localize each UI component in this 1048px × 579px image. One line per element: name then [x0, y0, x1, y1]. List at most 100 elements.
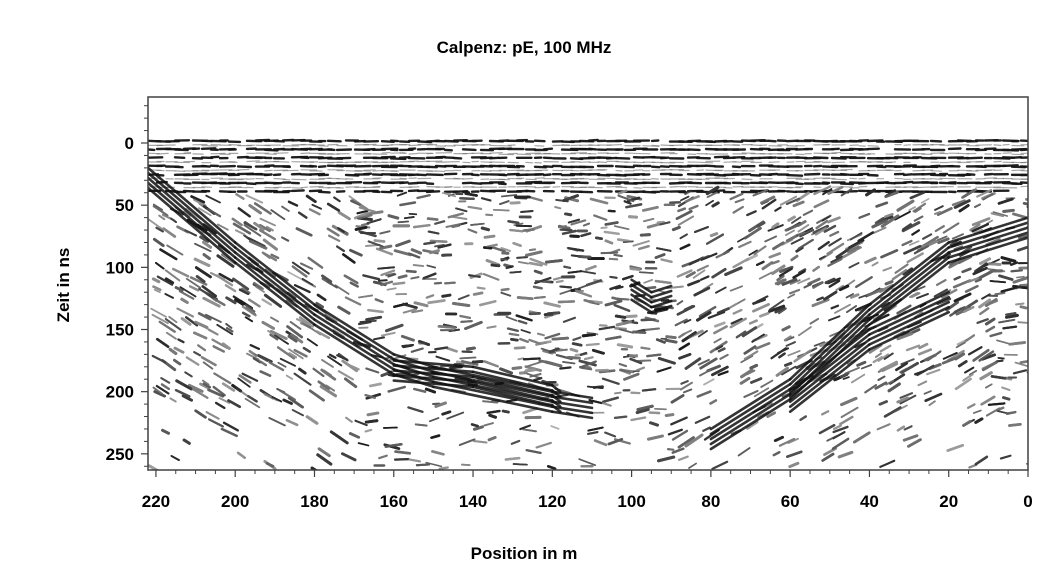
signal-stroke [225, 323, 233, 329]
signal-stroke [528, 338, 542, 345]
signal-stroke [732, 205, 744, 214]
signal-stroke [350, 199, 361, 206]
signal-stroke [965, 334, 976, 342]
signal-stroke [767, 139, 777, 143]
signal-stroke [208, 328, 219, 336]
signal-stroke [392, 369, 475, 379]
signal-stroke [505, 315, 518, 322]
signal-stroke [546, 311, 561, 316]
signal-stroke [750, 144, 762, 146]
signal-stroke [533, 139, 546, 143]
signal-stroke [252, 357, 262, 364]
signal-stroke [357, 320, 372, 326]
signal-stroke [650, 165, 661, 169]
signal-stroke [935, 279, 947, 286]
signal-stroke [378, 454, 388, 460]
signal-stroke [497, 173, 508, 177]
signal-stroke [187, 383, 204, 393]
signal-stroke [586, 385, 604, 390]
signal-stroke [392, 379, 475, 389]
signal-stroke [509, 270, 522, 274]
signal-stroke [696, 311, 712, 322]
signal-stroke [613, 253, 623, 258]
signal-stroke [778, 352, 786, 359]
signal-stroke [840, 406, 859, 419]
signal-stroke [981, 360, 998, 372]
signal-stroke [461, 360, 479, 366]
signal-stroke [1010, 261, 1019, 266]
signal-stroke [839, 415, 854, 426]
signal-stroke [709, 397, 792, 451]
signal-stroke [327, 234, 341, 242]
signal-stroke [1000, 256, 1017, 263]
signal-stroke [435, 170, 446, 173]
signal-stroke [1002, 396, 1011, 401]
signal-stroke [483, 234, 496, 239]
signal-stroke [936, 297, 952, 306]
signal-stroke [929, 164, 941, 168]
signal-stroke [582, 222, 591, 227]
signal-stroke [362, 274, 381, 281]
signal-stroke [354, 226, 368, 231]
signal-stroke [617, 194, 635, 203]
signal-stroke [202, 296, 221, 308]
signal-stroke [877, 353, 889, 362]
signal-stroke [344, 377, 358, 388]
signal-stroke [913, 245, 930, 255]
signal-stroke [550, 389, 562, 399]
signal-stroke [885, 161, 897, 164]
signal-stroke [429, 239, 448, 243]
signal-stroke [616, 343, 634, 349]
signal-stroke [696, 161, 714, 164]
signal-stroke [472, 291, 484, 296]
signal-stroke [874, 217, 885, 225]
signal-stroke [866, 173, 879, 177]
signal-stroke [917, 348, 932, 356]
signal-stroke [761, 198, 777, 210]
signal-stroke [758, 271, 773, 280]
signal-stroke [650, 294, 673, 304]
signal-stroke [1017, 234, 1028, 240]
signal-stroke [152, 285, 162, 291]
signal-stroke [273, 160, 290, 163]
signal-stroke [633, 187, 643, 189]
signal-stroke [976, 188, 993, 198]
signal-stroke [713, 337, 722, 344]
signal-stroke [434, 346, 449, 351]
signal-stroke [428, 417, 440, 423]
signal-stroke [731, 165, 742, 169]
signal-stroke [172, 267, 190, 278]
signal-stroke [533, 296, 546, 299]
signal-stroke [313, 313, 396, 366]
signal-stroke [598, 325, 616, 331]
signal-stroke [962, 419, 972, 427]
y-tick-label: 100 [106, 258, 134, 277]
signal-stroke [366, 411, 380, 417]
signal-stroke [476, 286, 486, 290]
signal-stroke [426, 217, 439, 221]
signal-stroke [694, 415, 711, 424]
signal-stroke [614, 314, 627, 319]
signal-stroke [480, 197, 492, 202]
signal-stroke [636, 404, 654, 411]
signal-stroke [222, 421, 239, 432]
signal-stroke [625, 314, 638, 319]
signal-stroke [646, 353, 662, 358]
signal-stroke [702, 426, 711, 432]
signal-stroke [214, 401, 226, 410]
signal-stroke [827, 186, 844, 195]
signal-stroke [180, 297, 189, 304]
signal-stroke [705, 185, 720, 196]
signal-stroke [310, 466, 319, 470]
signal-stroke [905, 344, 921, 352]
signal-stroke [241, 372, 259, 382]
signal-stroke [838, 284, 850, 292]
signal-stroke [849, 232, 863, 241]
signal-stroke [629, 357, 643, 365]
signal-stroke [1014, 361, 1028, 368]
signal-stroke [902, 173, 913, 177]
signal-stroke [967, 299, 978, 308]
signal-stroke [666, 448, 675, 451]
signal-stroke [939, 289, 952, 296]
signal-stroke [684, 357, 702, 370]
